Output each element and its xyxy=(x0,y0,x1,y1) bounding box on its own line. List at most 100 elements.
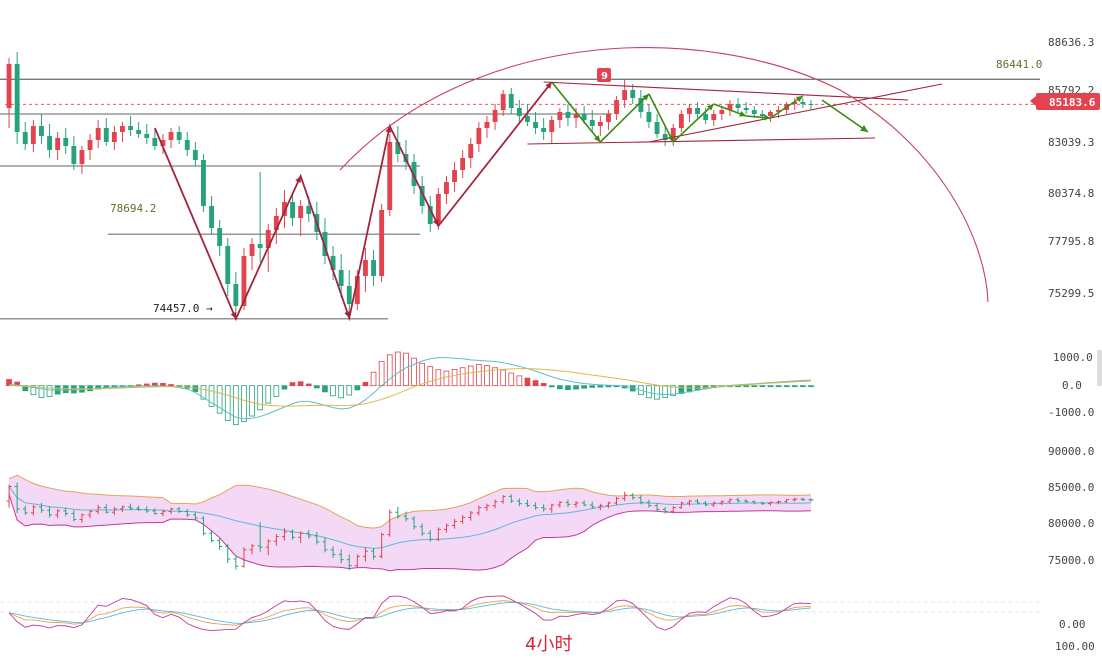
candle-body xyxy=(241,256,247,306)
macd-histogram-bar xyxy=(548,385,555,388)
macd-histogram-bar xyxy=(573,385,579,390)
candle-body xyxy=(346,286,352,304)
projection-arrow-head xyxy=(642,94,649,101)
candle-body xyxy=(249,244,255,256)
candle-body xyxy=(427,206,433,224)
projection-arrow-line xyxy=(770,95,804,119)
macd-histogram-bar xyxy=(30,385,37,396)
candle-body xyxy=(233,284,239,306)
candle-body xyxy=(703,114,709,120)
macd-histogram-bar xyxy=(273,385,280,397)
candle-body xyxy=(581,114,587,120)
candle-body xyxy=(541,128,547,132)
candle-body xyxy=(306,206,312,214)
macd-histogram-bar xyxy=(605,385,612,388)
macd-histogram-bar xyxy=(289,382,296,387)
macd-histogram-bar xyxy=(370,371,377,387)
macd-histogram-bar xyxy=(427,366,434,387)
candle-body xyxy=(120,126,125,132)
candle-body xyxy=(711,114,717,120)
candle-body xyxy=(492,110,498,122)
swing-arrow-head xyxy=(295,176,301,183)
candle-body xyxy=(654,122,660,134)
candle-body xyxy=(160,140,166,146)
macd-histogram-bar xyxy=(743,385,749,388)
candle-body xyxy=(103,128,109,142)
candle-body xyxy=(606,114,611,122)
projection-arrow-head xyxy=(667,135,674,142)
macd-histogram-bar xyxy=(233,385,239,426)
candle-body xyxy=(533,122,538,128)
candle-body xyxy=(589,120,595,126)
macd-histogram-bar xyxy=(459,367,466,387)
candle-body xyxy=(136,130,142,134)
macd-fast-line xyxy=(9,357,811,420)
macd-histogram-bar xyxy=(451,369,458,387)
macd-histogram-bar xyxy=(775,385,782,388)
macd-histogram-bar xyxy=(281,385,288,390)
bollinger-mid-line xyxy=(8,486,811,549)
macd-histogram-bar xyxy=(200,385,207,400)
macd-histogram-bar xyxy=(435,369,442,387)
candle-body xyxy=(573,114,579,118)
macd-histogram-bar xyxy=(322,385,328,393)
swing-arrow-head xyxy=(344,311,351,318)
macd-histogram-bar xyxy=(791,385,798,388)
kdj-d-line xyxy=(8,601,811,624)
projection-arrow-head xyxy=(860,125,868,132)
candle-body xyxy=(808,104,814,105)
projection-arrow-line xyxy=(599,93,650,143)
candle-body xyxy=(144,134,150,138)
macd-histogram-bar xyxy=(224,385,231,421)
channel-upper-line xyxy=(543,81,909,101)
macd-histogram-bar xyxy=(338,385,344,399)
candle-body xyxy=(484,122,490,128)
candle-body xyxy=(444,182,449,194)
macd-histogram-bar xyxy=(532,380,539,387)
kdj-k-line xyxy=(8,600,811,626)
candle-body xyxy=(597,122,603,126)
candle-body xyxy=(500,94,506,110)
macd-histogram-bar xyxy=(87,385,93,392)
candle-body xyxy=(395,142,401,154)
candle-body xyxy=(30,126,36,144)
macd-histogram-bar xyxy=(467,365,474,387)
candle-body xyxy=(646,112,652,122)
candle-body xyxy=(290,202,295,218)
macd-histogram-bar xyxy=(783,385,790,388)
projection-arrow-line xyxy=(821,99,869,133)
candle-body xyxy=(549,120,555,132)
macd-histogram-bar xyxy=(354,385,361,391)
candle-body xyxy=(111,132,117,142)
candle-body xyxy=(257,244,263,248)
candle-body xyxy=(695,108,700,114)
macd-histogram-bar xyxy=(508,372,515,387)
candle-body xyxy=(371,260,376,276)
macd-histogram-bar xyxy=(208,385,215,407)
candle-body xyxy=(719,110,725,114)
macd-histogram-bar xyxy=(46,385,53,398)
swing-arrow-head xyxy=(545,82,552,89)
candle-body xyxy=(768,112,773,116)
kdj-j-line xyxy=(8,595,811,632)
macd-histogram-bar xyxy=(143,383,150,387)
macd-histogram-bar xyxy=(297,381,304,387)
candle-body xyxy=(95,128,101,140)
candle-body xyxy=(468,144,474,158)
projection-arrow-line xyxy=(551,81,601,143)
candle-body xyxy=(176,132,182,140)
projection-arc xyxy=(339,47,989,303)
macd-histogram-bar xyxy=(500,369,506,387)
macd-histogram-bar xyxy=(378,361,385,387)
macd-histogram-bar xyxy=(395,351,401,387)
macd-histogram-bar xyxy=(800,385,806,388)
candle-body xyxy=(419,186,425,206)
candle-body xyxy=(363,260,368,276)
macd-histogram-bar xyxy=(662,385,668,398)
macd-histogram-bar xyxy=(492,367,498,387)
projection-arrow-head xyxy=(795,96,803,103)
candle-body xyxy=(557,112,563,120)
swing-arrow-head xyxy=(230,311,237,319)
projection-arrow-head xyxy=(594,135,601,142)
